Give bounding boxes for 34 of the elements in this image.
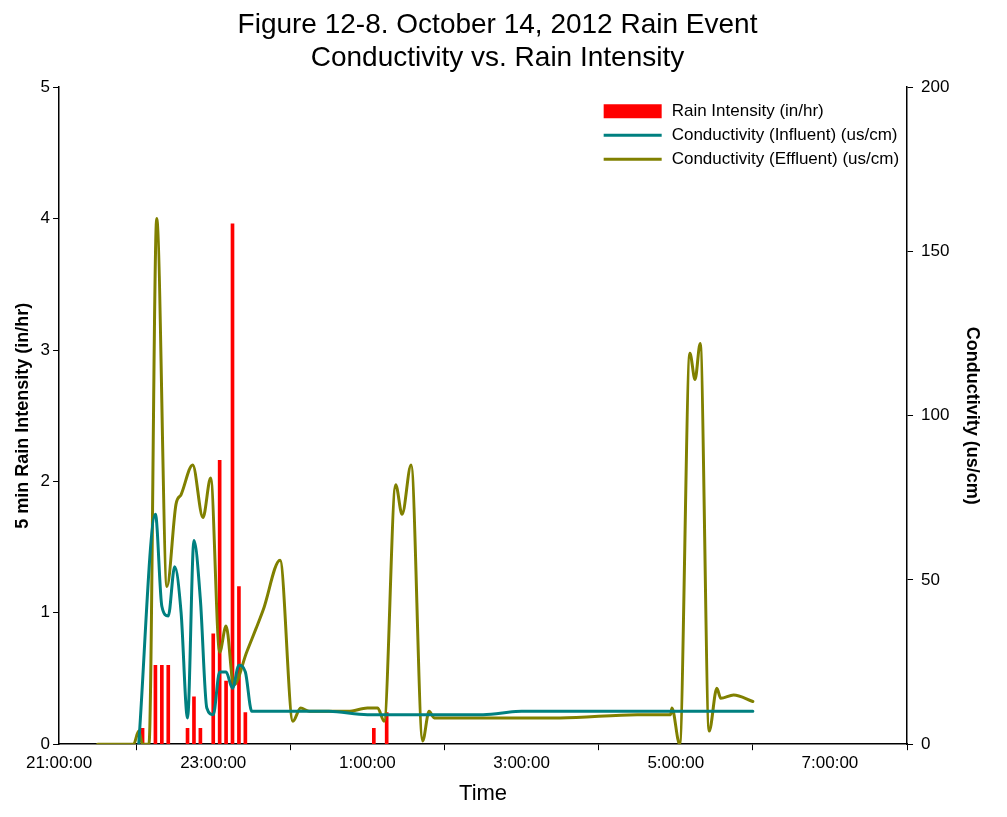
chart-subtitle: Conductivity vs. Rain Intensity — [310, 41, 685, 73]
x-tick-label: 5:00:00 — [647, 753, 705, 773]
y-tick-label: 3 — [40, 339, 51, 359]
bar — [166, 665, 171, 745]
x-tick-label: 3:00:00 — [493, 753, 550, 773]
bar — [237, 586, 241, 745]
x-tick-label: 7:00:00 — [801, 753, 859, 773]
x-tick-label: 21:00:00 — [25, 753, 93, 773]
chart-title: Figure 12-8. October 14, 2012 Rain Event — [237, 7, 758, 39]
line-series — [96, 217, 755, 745]
y-tick-label: 2 — [40, 471, 51, 491]
legend-label: Conductivity (Effluent) (us/cm) — [671, 148, 900, 168]
legend-label: Rain Intensity (in/hr) — [671, 100, 824, 120]
y2-tick-label: 0 — [921, 733, 931, 753]
y-tick-label: 1 — [40, 602, 51, 622]
x-tick-label: 23:00:00 — [180, 753, 247, 773]
bar — [160, 665, 164, 745]
bar — [224, 680, 228, 745]
y2-axis-title: Conductivity (us/cm) — [963, 326, 984, 505]
y-tick-label: 5 — [40, 76, 51, 96]
legend-label: Conductivity (Influent) (us/cm) — [671, 124, 898, 144]
bar — [211, 633, 216, 745]
x-axis-title: Time — [459, 779, 508, 805]
y-axis-title: 5 min Rain Intensity (in/hr) — [11, 302, 32, 529]
x-tick-label: 1:00:00 — [339, 753, 396, 773]
bar — [372, 728, 376, 745]
y2-tick-label: 50 — [921, 569, 940, 589]
line-series — [137, 512, 755, 745]
y2-tick-label: 150 — [921, 241, 950, 261]
y2-tick-label: 200 — [921, 76, 950, 96]
y2-tick-label: 100 — [921, 405, 950, 425]
bar — [192, 696, 196, 745]
y-tick-label: 0 — [40, 733, 51, 753]
y-tick-label: 4 — [40, 208, 51, 228]
